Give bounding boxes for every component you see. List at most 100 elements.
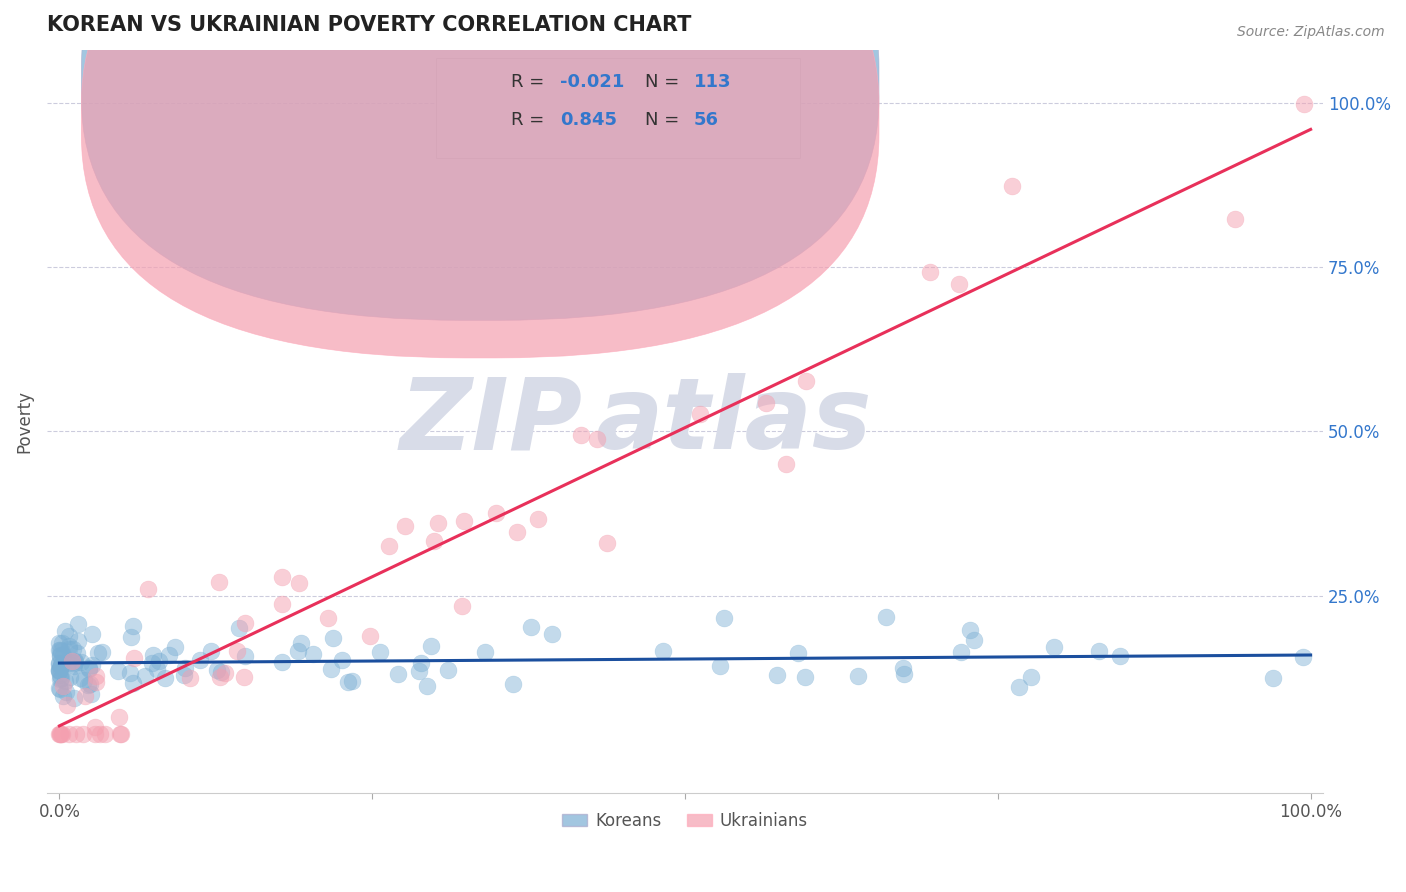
Point	[436, 663, 458, 677]
Text: 113: 113	[695, 73, 731, 91]
Point	[585, 432, 607, 446]
Point	[420, 639, 443, 653]
Point	[1043, 640, 1066, 654]
Point	[233, 615, 256, 630]
Point	[120, 630, 142, 644]
Point	[63, 655, 86, 669]
Point	[65, 646, 87, 660]
Point	[918, 265, 941, 279]
Point	[53, 624, 76, 639]
Point	[290, 635, 312, 649]
Point	[235, 648, 257, 663]
Point	[288, 576, 311, 591]
Point	[766, 668, 789, 682]
Point	[82, 658, 104, 673]
Point	[165, 640, 187, 654]
Point	[596, 536, 619, 550]
Point	[713, 611, 735, 625]
Point	[66, 633, 89, 648]
Point	[208, 574, 231, 589]
Point	[387, 667, 409, 681]
Point	[378, 539, 401, 553]
Point	[52, 679, 75, 693]
Point	[48, 657, 70, 671]
Point	[474, 645, 496, 659]
Point	[502, 677, 524, 691]
Point	[66, 616, 89, 631]
Point	[69, 672, 91, 686]
Point	[48, 643, 70, 657]
Point	[179, 671, 201, 685]
Point	[359, 629, 381, 643]
Point	[53, 674, 76, 689]
Point	[794, 374, 817, 388]
Point	[330, 653, 353, 667]
Point	[232, 670, 254, 684]
Point	[69, 655, 91, 669]
Text: atlas: atlas	[596, 373, 872, 470]
Point	[950, 645, 973, 659]
Point	[49, 659, 72, 673]
Point	[963, 632, 986, 647]
Point	[59, 670, 82, 684]
Point	[148, 654, 170, 668]
Point	[793, 670, 815, 684]
Point	[411, 657, 433, 671]
Point	[173, 661, 195, 675]
Point	[209, 665, 232, 680]
Point	[63, 691, 86, 706]
Point	[1088, 643, 1111, 657]
Point	[49, 661, 72, 675]
Point	[146, 661, 169, 675]
Point	[142, 648, 165, 662]
Point	[709, 658, 731, 673]
Point	[48, 636, 70, 650]
Point	[207, 663, 229, 677]
Point	[55, 684, 77, 698]
Text: 0.845: 0.845	[560, 111, 617, 128]
Text: Source: ZipAtlas.com: Source: ZipAtlas.com	[1237, 25, 1385, 39]
Point	[319, 662, 342, 676]
Point	[58, 656, 80, 670]
Point	[77, 678, 100, 692]
Point	[520, 620, 543, 634]
Point	[122, 651, 145, 665]
Point	[72, 726, 94, 740]
Point	[157, 648, 180, 663]
Point	[48, 664, 70, 678]
Point	[1007, 680, 1029, 694]
Point	[893, 661, 915, 675]
Point	[155, 672, 177, 686]
Point	[1021, 670, 1043, 684]
Point	[368, 645, 391, 659]
Point	[948, 277, 970, 291]
Point	[342, 674, 364, 689]
Point	[1223, 212, 1246, 227]
Point	[49, 648, 72, 663]
Point	[107, 710, 129, 724]
Legend: Koreans, Ukrainians: Koreans, Ukrainians	[555, 805, 814, 837]
Point	[423, 533, 446, 548]
Point	[80, 687, 103, 701]
Point	[58, 639, 80, 653]
Point	[173, 667, 195, 681]
Point	[527, 512, 550, 526]
Point	[1292, 650, 1315, 665]
Point	[60, 654, 83, 668]
Point	[228, 621, 250, 635]
Point	[541, 626, 564, 640]
Text: KOREAN VS UKRAINIAN POVERTY CORRELATION CHART: KOREAN VS UKRAINIAN POVERTY CORRELATION …	[46, 15, 692, 35]
Point	[775, 458, 797, 472]
Point	[270, 570, 292, 584]
Point	[48, 648, 70, 662]
FancyBboxPatch shape	[82, 0, 879, 358]
Point	[63, 659, 86, 673]
Point	[408, 665, 430, 679]
Point	[569, 427, 592, 442]
Point	[55, 698, 77, 713]
Point	[63, 654, 86, 668]
Point	[959, 623, 981, 637]
Point	[48, 726, 70, 740]
Point	[51, 726, 73, 740]
Point	[1109, 648, 1132, 663]
